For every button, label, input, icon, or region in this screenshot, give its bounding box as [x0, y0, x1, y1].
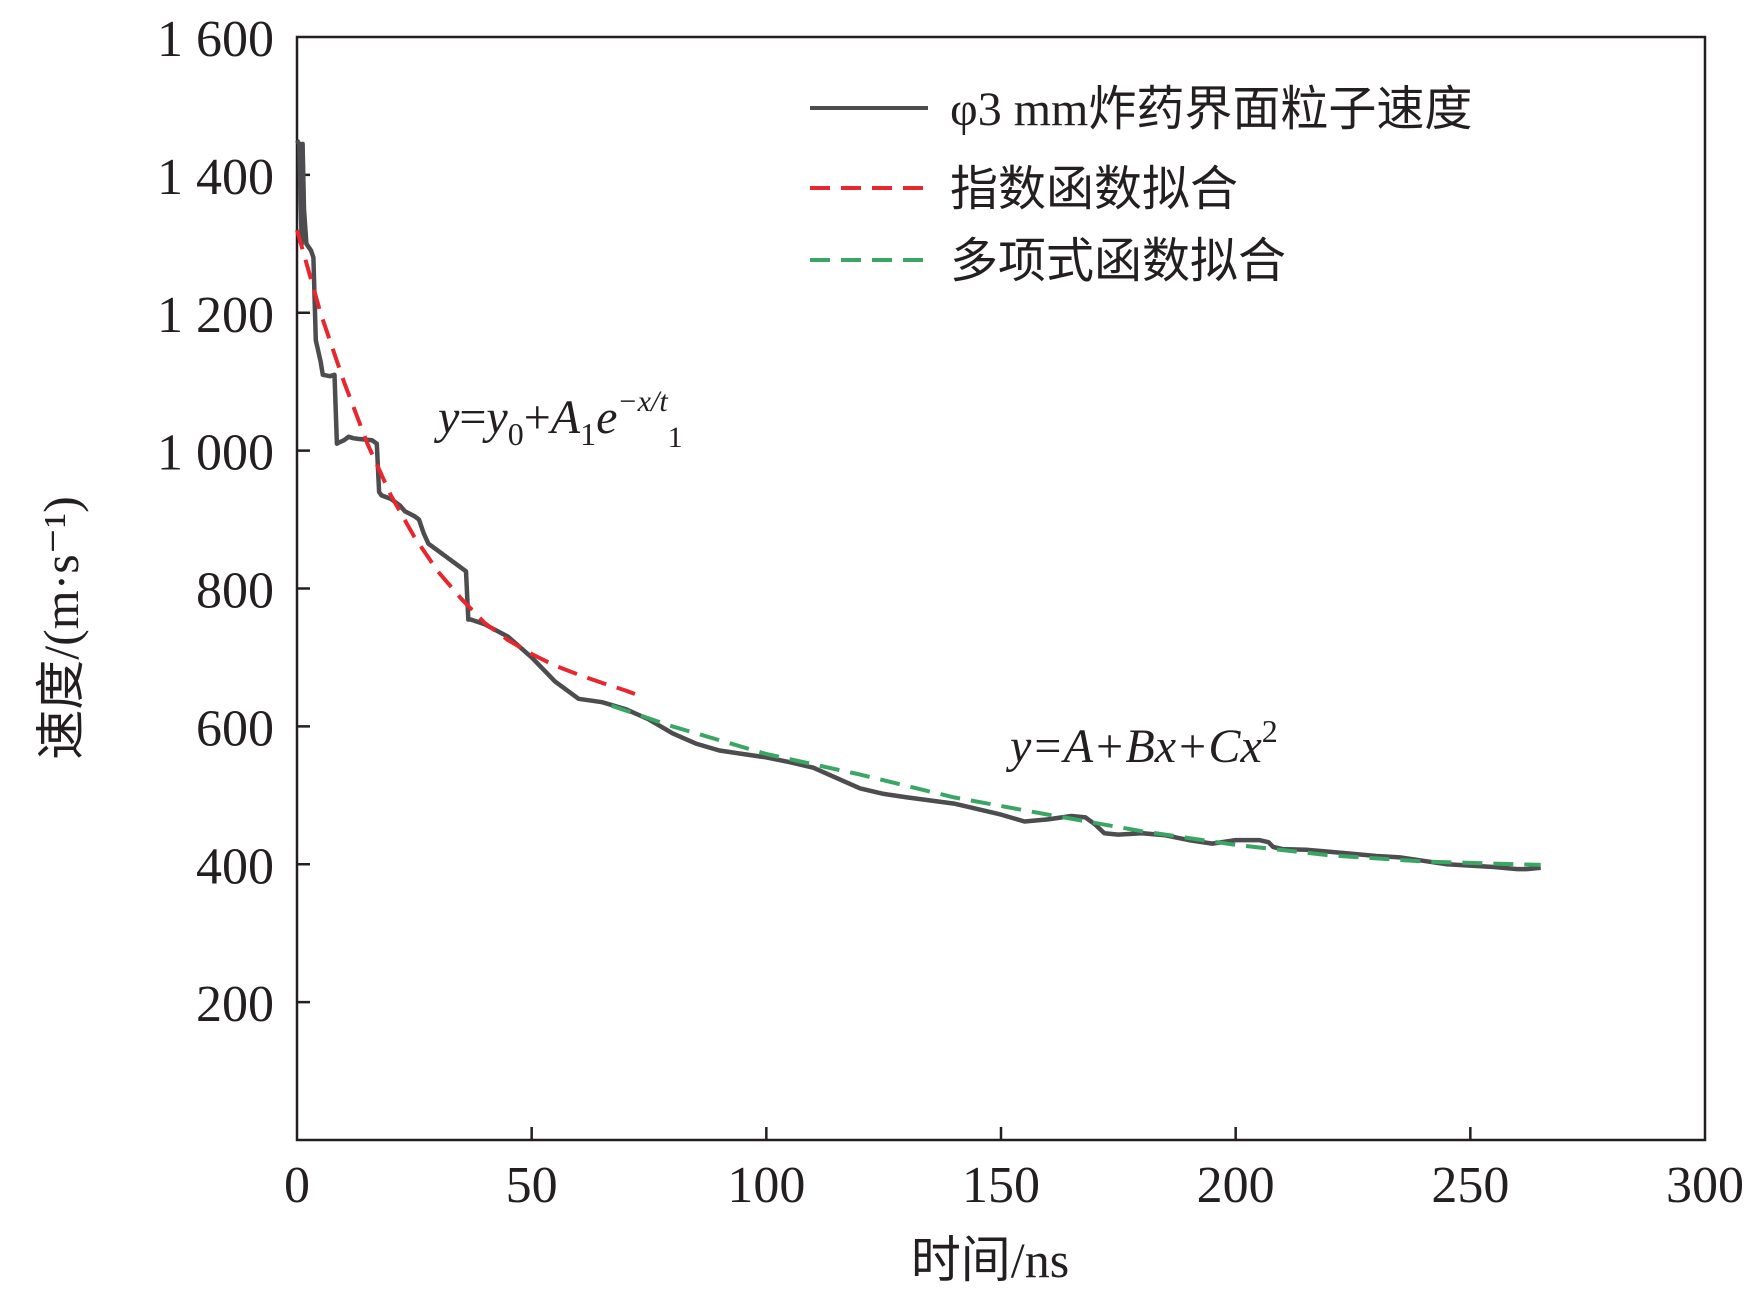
- y-tick-label: 600: [196, 700, 274, 757]
- y-tick-label: 1 400: [157, 149, 274, 206]
- y-tick-label: 1 000: [157, 425, 274, 482]
- x-tick-label: 0: [284, 1157, 310, 1214]
- polynomial-fit-line: [610, 703, 1541, 867]
- legend: φ3 mm炸药界面粒子速度 指数函数拟合 多项式函数拟合: [810, 83, 1472, 288]
- y-tick-label: 200: [196, 976, 274, 1033]
- legend-label-poly-fit: 多项式函数拟合: [950, 235, 1286, 288]
- x-axis-title: 时间/ns: [911, 1232, 1069, 1288]
- legend-label-measured: φ3 mm炸药界面粒子速度: [950, 83, 1472, 136]
- poly-fit-formula: y=A+Bx+Cx2: [1005, 713, 1278, 773]
- tick-labels: 0 50 100 150 200 250 300 200 400 600 800 1 000 1 200…: [157, 11, 1744, 1214]
- y-tick-label: 1 600: [157, 11, 274, 68]
- exponential-fit-line: [295, 229, 636, 696]
- x-tick-label: 250: [1431, 1157, 1509, 1214]
- series-layer: [295, 139, 1541, 872]
- exp-fit-formula: y=y0+A1e−x/t1: [433, 385, 683, 454]
- x-tick-label: 100: [727, 1157, 805, 1214]
- x-tick-label: 200: [1197, 1157, 1275, 1214]
- y-axis-title: 速度/(m·s⁻¹): [33, 496, 89, 760]
- y-tick-label: 400: [196, 838, 274, 895]
- x-tick-label: 150: [962, 1157, 1040, 1214]
- legend-label-exp-fit: 指数函数拟合: [950, 163, 1238, 216]
- tick-marks: [297, 173, 1472, 1140]
- y-tick-label: 1 200: [157, 287, 274, 344]
- x-tick-label: 300: [1666, 1157, 1744, 1214]
- measured-velocity-line: [295, 139, 1541, 872]
- y-tick-label: 800: [196, 563, 274, 620]
- x-tick-label: 50: [506, 1157, 558, 1214]
